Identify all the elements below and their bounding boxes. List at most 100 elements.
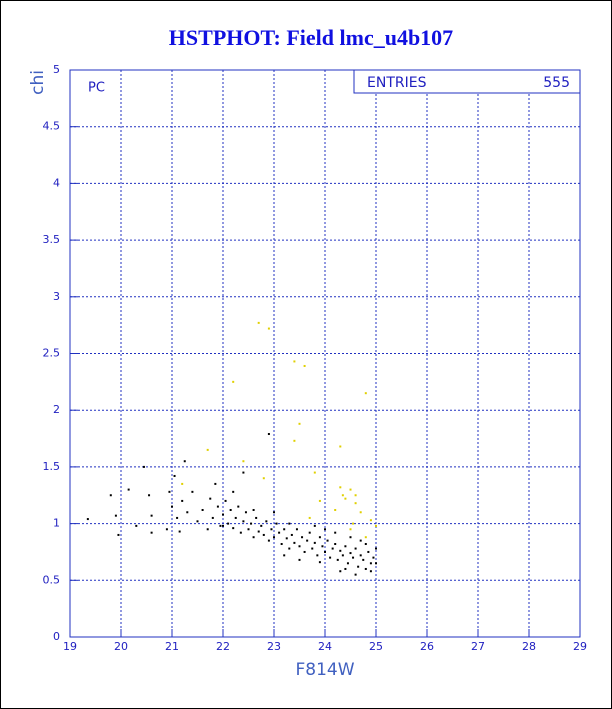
point [372, 556, 375, 559]
point [222, 524, 224, 527]
point [283, 554, 286, 557]
point [357, 565, 360, 568]
y-tick-label: 1.5 [43, 460, 61, 473]
point [339, 549, 342, 552]
point [148, 494, 151, 497]
point [359, 554, 362, 557]
point [232, 380, 235, 383]
point [186, 511, 189, 514]
x-tick-label: 20 [114, 640, 128, 653]
point [242, 460, 245, 463]
point [318, 536, 321, 539]
y-tick-label: 3.5 [43, 233, 61, 246]
point [262, 533, 265, 536]
point [331, 547, 334, 550]
x-tick-label: 28 [522, 640, 536, 653]
point [339, 486, 342, 489]
point [150, 531, 153, 534]
point [359, 511, 362, 514]
point [316, 554, 319, 557]
point [288, 522, 291, 525]
point [321, 545, 324, 548]
x-tick-label: 22 [216, 640, 230, 653]
point [211, 516, 214, 519]
point [196, 520, 199, 523]
point [318, 561, 321, 564]
point [290, 533, 293, 536]
point [265, 520, 268, 523]
point [293, 439, 296, 442]
point [341, 554, 344, 557]
point [206, 448, 209, 451]
point [267, 539, 270, 542]
point [278, 531, 281, 534]
point [367, 550, 370, 553]
point [298, 558, 301, 561]
point [352, 556, 355, 559]
x-axis-label: F814W [295, 660, 354, 680]
point [267, 433, 270, 436]
y-tick-label: 0 [53, 630, 60, 643]
point [324, 528, 326, 531]
point [375, 524, 377, 527]
point [209, 497, 212, 500]
point [252, 536, 255, 539]
point [298, 545, 301, 548]
point [344, 567, 347, 570]
point [344, 497, 347, 500]
x-tick-label: 23 [267, 640, 281, 653]
point [171, 505, 173, 508]
point [232, 490, 235, 493]
y-tick-label: 2.5 [43, 347, 61, 360]
y-axis-label: chi [28, 70, 48, 95]
point [275, 522, 278, 525]
point [318, 499, 321, 502]
x-tick-label: 26 [420, 640, 434, 653]
point [234, 516, 237, 519]
point [165, 528, 168, 531]
point [339, 570, 342, 573]
point [375, 562, 377, 565]
point [237, 505, 240, 508]
point [142, 465, 145, 468]
x-tick-label: 21 [165, 640, 179, 653]
point [349, 488, 352, 491]
point [334, 531, 337, 534]
point [117, 533, 120, 536]
point [352, 522, 355, 525]
point [201, 508, 204, 511]
point [135, 524, 138, 527]
stats-value: 555 [543, 75, 570, 91]
point [324, 550, 326, 553]
point [364, 567, 367, 570]
point [273, 511, 275, 514]
point [308, 531, 311, 534]
point [244, 511, 247, 514]
point [336, 558, 339, 561]
point [283, 528, 286, 531]
y-tick-label: 0.5 [43, 573, 61, 586]
point [181, 482, 184, 485]
y-tick-label: 1 [53, 517, 60, 530]
point [359, 539, 362, 542]
point [313, 524, 316, 527]
point [354, 547, 357, 550]
point [214, 482, 217, 485]
point [339, 445, 342, 448]
point [375, 547, 377, 550]
point [288, 547, 291, 550]
x-tick-label: 25 [369, 640, 383, 653]
point [334, 508, 337, 511]
point [349, 528, 352, 531]
stats-label: ENTRIES [367, 75, 427, 91]
point [219, 524, 222, 527]
point [216, 505, 219, 508]
point [369, 570, 372, 573]
annotation: PC [88, 81, 105, 96]
point [303, 550, 306, 553]
point [242, 471, 245, 474]
point [349, 552, 352, 555]
point [293, 541, 296, 544]
point [313, 471, 316, 474]
